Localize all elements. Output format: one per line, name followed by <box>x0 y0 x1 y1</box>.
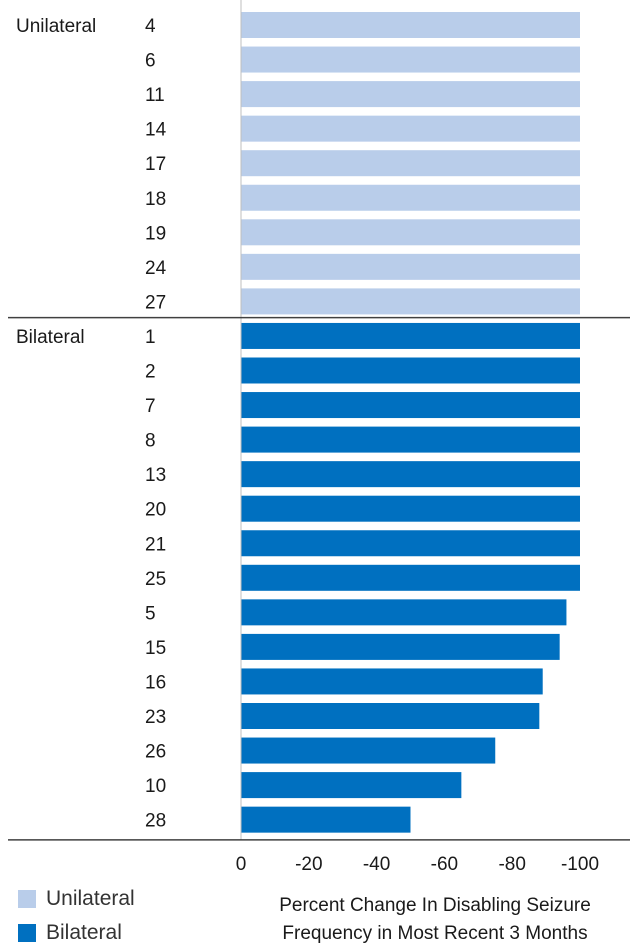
bar-unilateral-24 <box>241 253 580 280</box>
bar-bilateral-21 <box>241 530 580 557</box>
category-label-19: 19 <box>145 223 166 244</box>
category-label-13: 13 <box>145 465 166 486</box>
category-label-26: 26 <box>145 742 166 763</box>
category-label-14: 14 <box>145 120 167 141</box>
bar-unilateral-11 <box>241 81 580 108</box>
bar-bilateral-15 <box>241 633 560 660</box>
bar-bilateral-23 <box>241 703 540 729</box>
x-tick-label: -80 <box>498 854 525 875</box>
category-label-20: 20 <box>145 500 166 521</box>
category-label-25: 25 <box>145 569 166 590</box>
bar-bilateral-13 <box>241 461 580 488</box>
bar-unilateral-18 <box>241 184 580 211</box>
x-tick-label: -100 <box>561 854 599 875</box>
bar-bilateral-1 <box>241 322 580 349</box>
category-label-21: 21 <box>145 534 166 555</box>
x-axis-label: Percent Change In Disabling Seizure Freq… <box>240 892 630 948</box>
category-label-24: 24 <box>145 258 167 279</box>
category-label-16: 16 <box>145 672 166 693</box>
bar-bilateral-26 <box>241 737 496 764</box>
category-label-4: 4 <box>145 16 156 37</box>
bar-unilateral-6 <box>241 46 580 73</box>
category-label-27: 27 <box>145 292 166 313</box>
x-tick-label: 0 <box>236 854 247 875</box>
bar-bilateral-10 <box>241 772 462 799</box>
legend-item-bilateral: Bilateral <box>18 918 135 948</box>
bar-bilateral-5 <box>241 599 567 626</box>
bar-bilateral-7 <box>241 392 580 419</box>
category-label-15: 15 <box>145 638 166 659</box>
legend-label-unilateral: Unilateral <box>46 887 135 910</box>
bar-unilateral-4 <box>241 12 580 38</box>
category-label-8: 8 <box>145 431 156 452</box>
category-label-7: 7 <box>145 396 156 417</box>
x-axis-label-line-1: Percent Change In Disabling Seizure <box>279 895 591 916</box>
category-label-28: 28 <box>145 811 166 832</box>
bar-unilateral-19 <box>241 219 580 246</box>
bar-bilateral-25 <box>241 564 580 591</box>
seizure-bar-chart: 4Unilateral6111417181924271Bilateral2781… <box>8 0 630 875</box>
category-label-2: 2 <box>145 362 156 383</box>
bar-unilateral-27 <box>241 288 580 315</box>
category-label-10: 10 <box>145 776 166 797</box>
group-label-unilateral: Unilateral <box>16 16 96 37</box>
legend-swatch-bilateral <box>18 924 36 942</box>
bar-unilateral-14 <box>241 115 580 142</box>
bar-bilateral-20 <box>241 495 580 522</box>
bar-unilateral-17 <box>241 150 580 177</box>
category-label-23: 23 <box>145 707 166 728</box>
x-tick-label: -60 <box>431 854 458 875</box>
bar-bilateral-28 <box>241 806 411 833</box>
category-label-6: 6 <box>145 51 156 72</box>
legend: Unilateral Bilateral <box>18 884 135 952</box>
x-tick-label: -20 <box>295 854 322 875</box>
category-label-17: 17 <box>145 154 166 175</box>
bar-bilateral-16 <box>241 668 543 695</box>
legend-swatch-unilateral <box>18 890 36 908</box>
bar-bilateral-2 <box>241 357 580 384</box>
x-tick-label: -40 <box>363 854 390 875</box>
category-label-1: 1 <box>145 327 156 348</box>
bar-bilateral-8 <box>241 426 580 453</box>
group-label-bilateral: Bilateral <box>16 327 85 348</box>
category-label-11: 11 <box>145 85 165 106</box>
legend-label-bilateral: Bilateral <box>46 921 122 944</box>
x-axis-label-line-2: Frequency in Most Recent 3 Months <box>282 923 588 944</box>
category-label-5: 5 <box>145 603 156 624</box>
category-label-18: 18 <box>145 189 166 210</box>
legend-item-unilateral: Unilateral <box>18 884 135 914</box>
